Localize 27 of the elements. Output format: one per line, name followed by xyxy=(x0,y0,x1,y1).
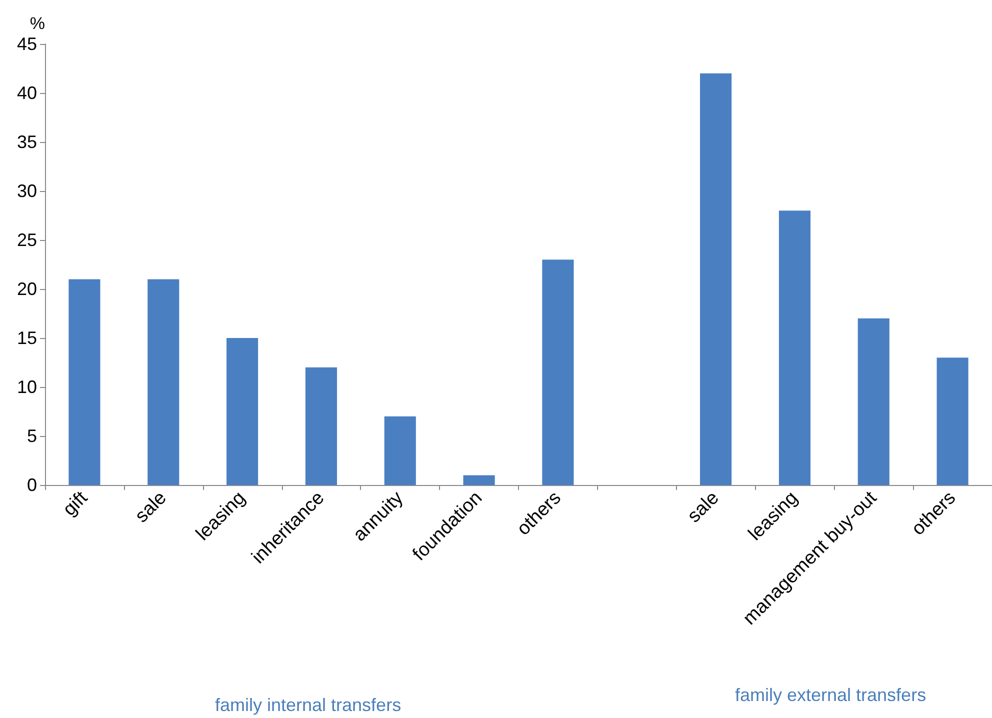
y-tick-label: 35 xyxy=(16,132,37,152)
bar xyxy=(384,416,416,485)
y-tick-label: 25 xyxy=(16,230,37,250)
bar xyxy=(700,73,732,485)
y-tick-label: 30 xyxy=(16,181,37,201)
bar xyxy=(305,367,337,485)
x-tick-label: gift xyxy=(59,487,92,520)
bar xyxy=(778,210,810,485)
y-tick-label: 10 xyxy=(16,377,37,397)
y-tick-label: 5 xyxy=(26,426,37,446)
bar xyxy=(226,338,258,485)
bar xyxy=(148,279,180,485)
x-tick-label: sale xyxy=(131,488,171,528)
y-axis-title: % xyxy=(30,14,45,33)
bar xyxy=(936,358,968,485)
bar xyxy=(858,318,890,485)
y-tick-label: 15 xyxy=(16,328,37,348)
y-tick-label: 45 xyxy=(16,34,37,54)
bar xyxy=(463,475,495,485)
y-tick-label: 0 xyxy=(26,475,37,495)
bar xyxy=(542,260,574,485)
text: family internal transfers xyxy=(215,695,402,715)
x-tick-label: sale xyxy=(684,488,724,528)
y-tick-label: 40 xyxy=(16,83,37,103)
text: family external transfers xyxy=(735,685,926,705)
y-tick-label: 20 xyxy=(16,279,37,299)
bar xyxy=(68,279,100,485)
